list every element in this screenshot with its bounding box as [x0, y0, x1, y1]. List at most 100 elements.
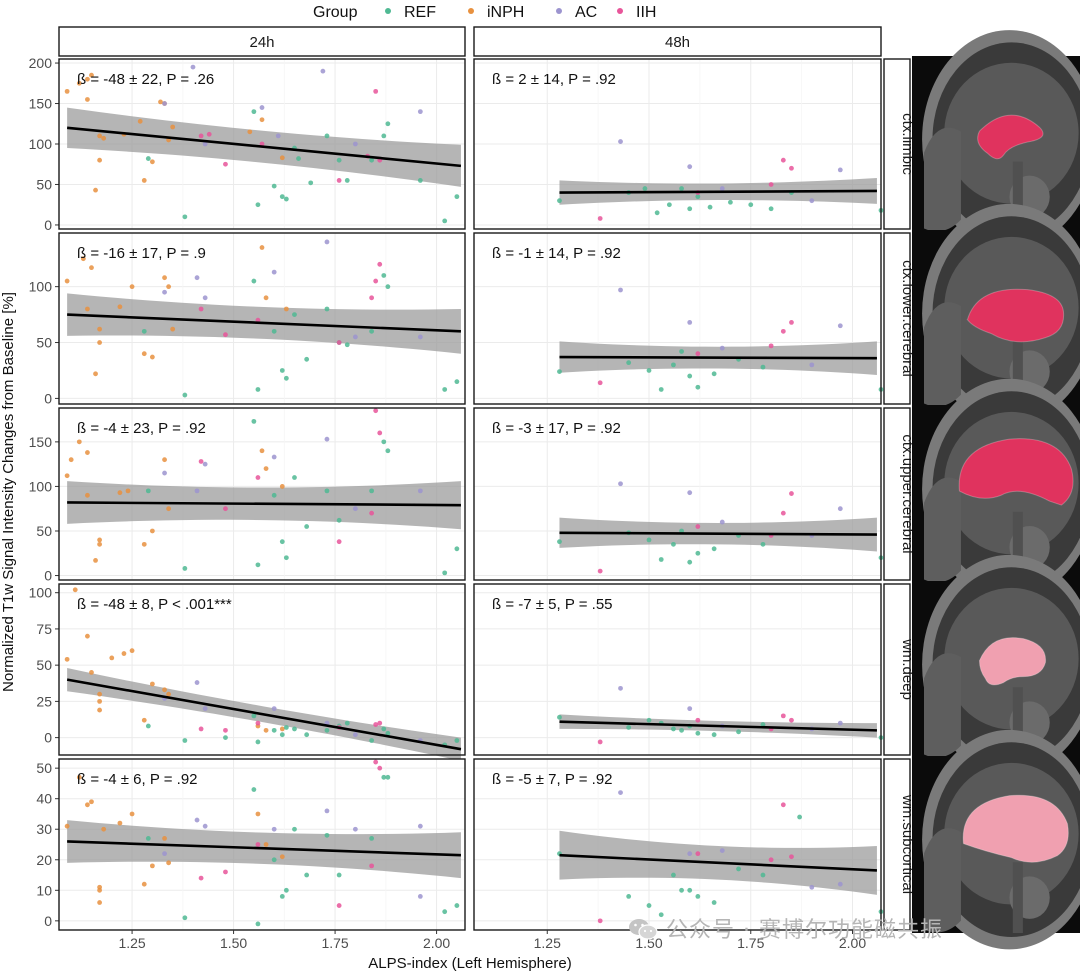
- point-inph: [129, 284, 135, 290]
- point-ref: [557, 198, 562, 204]
- point-inph: [149, 528, 155, 534]
- point-iih: [259, 141, 265, 147]
- strip-label-24h: 24h: [249, 34, 274, 51]
- point-ac: [719, 186, 725, 191]
- point-iih: [223, 506, 228, 512]
- point-iih: [780, 802, 786, 808]
- regression-line: [67, 840, 461, 857]
- point-ref: [671, 362, 676, 368]
- point-ac: [809, 198, 815, 204]
- point-ac: [202, 461, 208, 467]
- brainstem: [1012, 336, 1023, 407]
- point-ac: [259, 105, 265, 110]
- point-inph: [64, 473, 70, 479]
- point-ref: [687, 373, 693, 379]
- point-inph: [170, 124, 176, 130]
- point-ref: [145, 488, 151, 494]
- point-inph: [121, 651, 127, 656]
- point-ref: [251, 787, 257, 792]
- point-inph: [279, 155, 285, 161]
- point-ref: [385, 284, 391, 290]
- point-ref: [292, 475, 297, 480]
- row-strip-ctx.upper.cerebral: [883, 407, 911, 581]
- point-inph: [80, 256, 86, 262]
- point-inph: [89, 265, 94, 271]
- point-iih: [695, 524, 701, 529]
- point-iih: [768, 857, 774, 863]
- brain-image-wm.deep: [912, 554, 1080, 775]
- brain-image-ctx.limbic: [912, 30, 1080, 249]
- point-ref: [671, 872, 676, 878]
- point-ac: [162, 851, 167, 857]
- point-inph: [64, 823, 70, 829]
- point-ref: [251, 418, 257, 424]
- x-tick-label: 1.75: [321, 935, 348, 951]
- point-ac: [271, 454, 277, 460]
- point-ref: [654, 210, 660, 216]
- point-ref: [182, 566, 188, 571]
- strip-label-48h: 48h: [665, 34, 690, 51]
- y-tick-label: 50: [36, 523, 52, 539]
- panel-border: [58, 58, 466, 230]
- point-inph: [117, 490, 123, 496]
- point-ref: [369, 157, 375, 163]
- point-iih: [223, 869, 228, 875]
- y-tick-label: 75: [36, 621, 52, 637]
- point-ref: [336, 157, 342, 163]
- point-inph: [97, 698, 102, 704]
- regression-line: [66, 678, 462, 751]
- point-ref: [304, 356, 310, 362]
- point-inph: [279, 726, 285, 732]
- brain-image-wm.subcortical: [912, 729, 1080, 950]
- point-ref: [658, 912, 664, 918]
- point-ac: [324, 808, 330, 814]
- point-iih: [206, 131, 212, 137]
- panel-wm.subcortical-24h: ß = -4 ± 6, P = .92: [58, 758, 466, 931]
- point-inph: [85, 633, 90, 639]
- point-ref: [666, 202, 672, 208]
- panel-border: [473, 758, 882, 931]
- point-ac: [271, 826, 277, 832]
- point-ref: [296, 156, 301, 161]
- point-ref: [679, 186, 684, 191]
- point-ref: [679, 727, 684, 733]
- point-iih: [255, 475, 261, 480]
- point-inph: [162, 457, 167, 463]
- point-iih: [223, 727, 228, 733]
- point-ref: [385, 448, 391, 454]
- point-iih: [597, 216, 603, 221]
- point-iih: [336, 340, 342, 345]
- regression-line: [66, 126, 462, 168]
- y-tick-label: 0: [44, 390, 52, 406]
- point-ref: [255, 387, 261, 392]
- point-inph: [101, 135, 107, 141]
- panel-background: [474, 233, 881, 404]
- point-iih: [695, 717, 701, 723]
- point-ref: [279, 368, 285, 373]
- point-inph: [259, 117, 265, 123]
- point-ac: [687, 164, 693, 170]
- point-ref: [768, 206, 774, 212]
- point-inph: [97, 707, 102, 713]
- highlighted-region: [966, 288, 1065, 343]
- point-ref: [442, 218, 448, 224]
- legend-label-inph: iNPH: [487, 4, 524, 21]
- point-inph: [149, 863, 155, 869]
- point-ref: [695, 730, 701, 736]
- point-ref: [344, 178, 350, 183]
- point-ac: [417, 109, 423, 115]
- point-inph: [129, 811, 135, 817]
- point-inph: [76, 774, 82, 780]
- point-ac: [719, 848, 725, 854]
- point-inph: [170, 326, 176, 332]
- point-iih: [789, 491, 794, 496]
- point-ref: [695, 194, 701, 200]
- regression-line: [559, 720, 877, 732]
- point-ac: [687, 490, 693, 496]
- point-iih: [597, 739, 603, 745]
- point-ac: [809, 884, 815, 890]
- point-ref: [454, 379, 460, 385]
- point-ref: [255, 202, 261, 208]
- point-ref: [324, 488, 330, 494]
